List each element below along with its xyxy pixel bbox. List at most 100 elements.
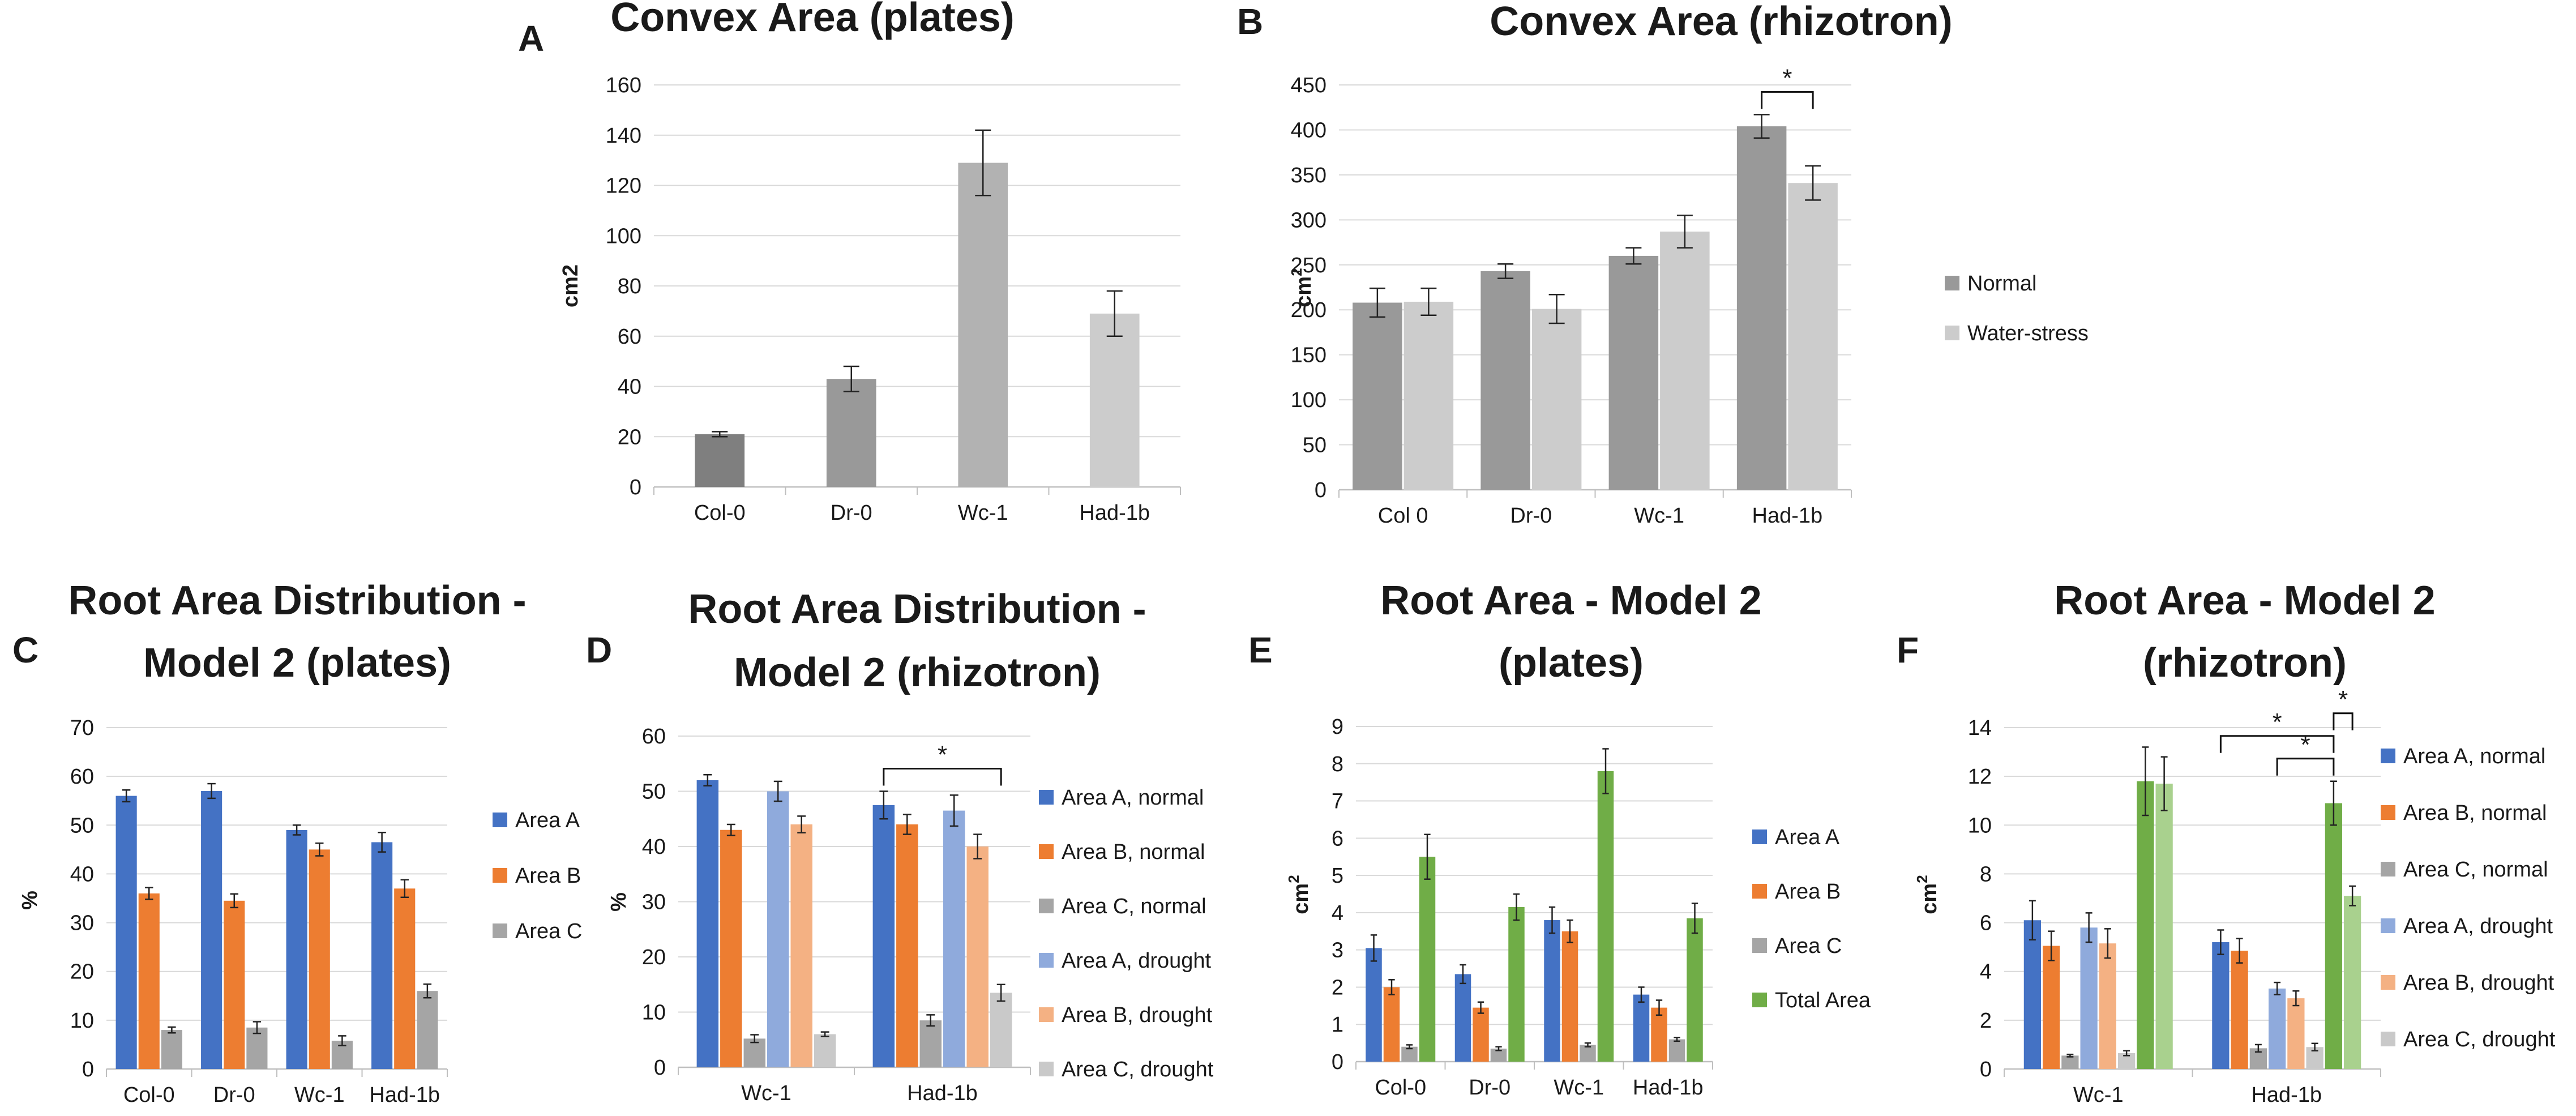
bar (966, 846, 989, 1067)
x-tick-label: Dr-0 (213, 1083, 255, 1107)
y-tick-label: 0 (654, 1056, 666, 1080)
bar (1597, 771, 1614, 1062)
significance-label: * (2300, 731, 2310, 759)
legend-label: Area A (515, 809, 580, 832)
y-axis-label: cm2 (1285, 875, 1313, 914)
legend-swatch (1752, 938, 1767, 953)
x-tick-label: Dr-0 (1510, 504, 1552, 528)
legend-swatch (1752, 993, 1767, 1007)
bar (115, 796, 137, 1069)
bar (696, 780, 719, 1067)
x-tick-label: Wc-1 (294, 1083, 345, 1107)
legend-swatch (1752, 884, 1767, 899)
bar (767, 791, 789, 1067)
x-tick-label: Wc-1 (741, 1081, 791, 1105)
y-axis-label: % (18, 891, 42, 910)
legend-swatch (1945, 276, 1959, 290)
bar (2269, 988, 2286, 1069)
y-axis-label-text: % (607, 892, 631, 912)
legend-label: Area B, normal (2403, 801, 2547, 825)
legend-label: Area B, drought (2403, 971, 2554, 995)
bar (1736, 126, 1787, 490)
legend-label: Area B, drought (1062, 1003, 1213, 1027)
significance-bracket (2219, 735, 2335, 753)
panel-e: E Root Area - Model 2 (plates) 0 1 2 3 4 5 6 7 8 9 cm… (1248, 578, 1871, 1100)
y-tick-label: 20 (70, 960, 94, 984)
legend-swatch (1752, 829, 1767, 844)
x-tick-label: Wc-1 (958, 501, 1008, 525)
bar (2023, 920, 2041, 1069)
legend-swatch (1039, 899, 1054, 913)
x-tick-label: Col 0 (1378, 504, 1428, 528)
legend-label: Area C, normal (1062, 895, 1206, 918)
bar (1366, 948, 1382, 1062)
y-axis-label-text: cm (1292, 276, 1316, 307)
panel-b: B Convex Area (rhizotron) 0 50 100 150 200 250 3… (1237, 0, 2089, 528)
y-tick-label: 20 (618, 425, 641, 449)
bar (1490, 1048, 1507, 1062)
bar (896, 824, 918, 1067)
panel-letter: E (1248, 630, 1273, 670)
y-tick-label: 30 (642, 891, 666, 914)
bar (958, 163, 1008, 487)
bar (394, 888, 416, 1069)
bar (1403, 301, 1454, 490)
legend-label: Area C, normal (2403, 858, 2548, 882)
y-tick-label: 200 (1291, 298, 1326, 322)
y-tick-label: 0 (1332, 1050, 1343, 1074)
y-tick-label: 40 (70, 862, 94, 886)
legend-label: Area C, drought (1062, 1058, 1214, 1081)
legend-label: Area B (515, 864, 581, 888)
y-tick-label: 40 (642, 835, 666, 859)
x-tick-label: Wc-1 (2073, 1083, 2124, 1107)
x-tick-label: Wc-1 (1634, 504, 1684, 528)
y-tick-label: 300 (1291, 208, 1326, 232)
legend-swatch (1039, 953, 1054, 968)
significance-label: * (2273, 708, 2282, 736)
y-tick-label: 60 (618, 325, 641, 349)
y-tick-label: 10 (1968, 814, 1992, 837)
bar (990, 993, 1012, 1067)
significance-label: * (2338, 686, 2348, 713)
y-tick-label: 120 (606, 174, 641, 198)
legend-label: Normal (1967, 272, 2036, 296)
legend-label: Area A, drought (2403, 914, 2553, 938)
bar (1454, 974, 1471, 1062)
legend-label: Area A, normal (1062, 786, 1204, 810)
bar (2231, 951, 2248, 1069)
legend-swatch (2381, 975, 2395, 990)
bar (826, 379, 876, 487)
bar (1660, 231, 1710, 490)
legend-swatch (493, 923, 507, 938)
bar (1668, 1039, 1685, 1062)
y-axis-label: cm2 (559, 264, 583, 307)
panel-letter: B (1237, 1, 1263, 42)
bar (720, 829, 742, 1067)
y-tick-label: 8 (1332, 752, 1343, 776)
bar (161, 1030, 182, 1069)
y-tick-label: 60 (642, 725, 666, 749)
chart-title-line: Convex Area (plates) (610, 0, 1015, 40)
x-tick-label: Dr-0 (1469, 1076, 1510, 1100)
y-tick-label: 6 (1332, 827, 1343, 850)
y-tick-label: 5 (1332, 864, 1343, 888)
x-tick-label: Col-0 (1375, 1076, 1426, 1100)
legend-label: Area C (1775, 934, 1842, 958)
y-tick-label: 4 (1332, 901, 1343, 925)
bar (1419, 857, 1436, 1062)
y-axis-label-superscript: 2 (1914, 875, 1931, 883)
y-tick-label: 2 (1980, 1009, 1992, 1033)
bar (1633, 994, 1650, 1062)
y-tick-label: 0 (630, 476, 641, 499)
bar (1531, 309, 1582, 490)
y-tick-label: 250 (1291, 254, 1326, 277)
bar (2325, 803, 2342, 1069)
bar (2043, 946, 2060, 1069)
panel-d: D Root Area Distribution - Model 2 (rhizot… (586, 587, 1214, 1105)
y-axis-label-superscript: 2 (1285, 875, 1302, 883)
panel-letter: D (586, 630, 612, 670)
bar (1508, 907, 1525, 1062)
chart-title-line: (rhizotron) (2143, 640, 2347, 686)
y-tick-label: 0 (1980, 1058, 1992, 1081)
